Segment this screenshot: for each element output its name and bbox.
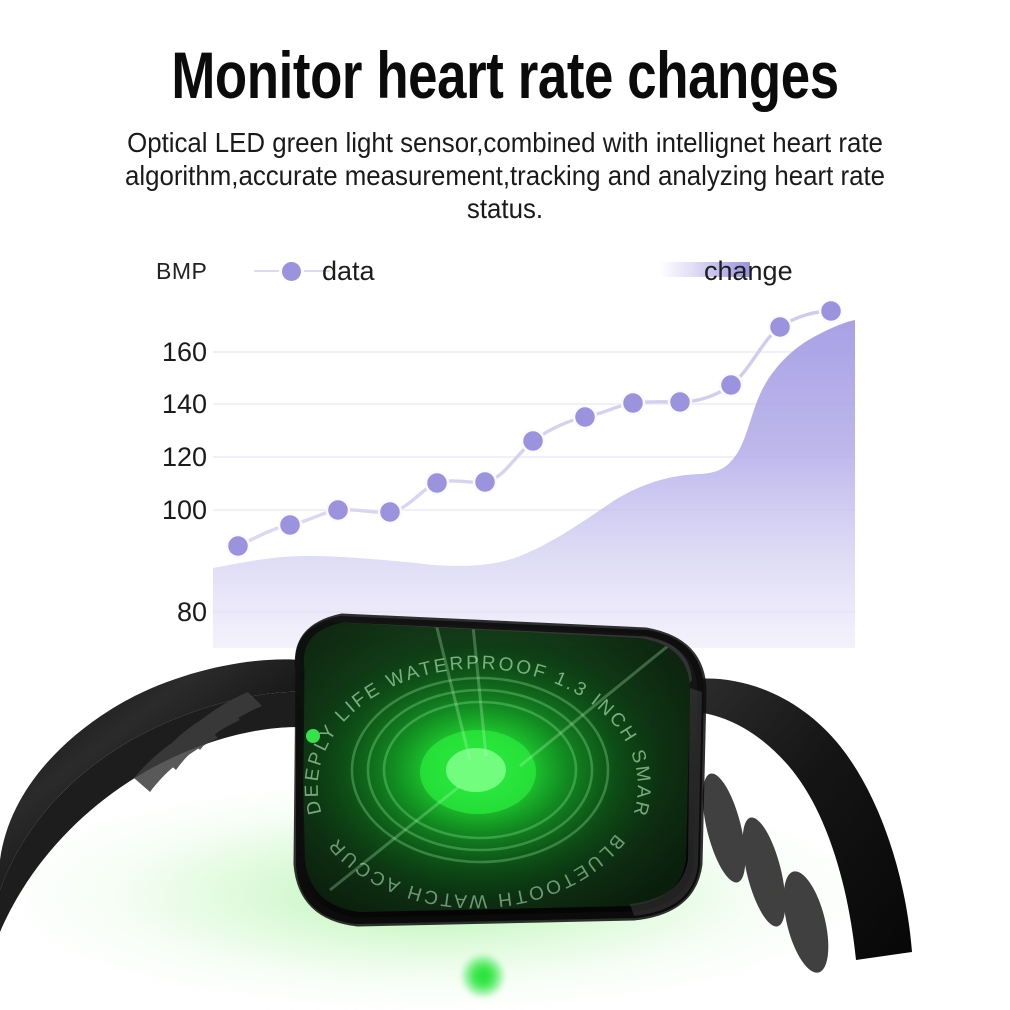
watch-case-rim — [293, 613, 707, 927]
y-tick-100: 100 — [161, 495, 207, 525]
page-title: Monitor heart rate changes — [171, 38, 839, 112]
watch-strap-right — [684, 678, 912, 960]
watch-illustration: DEEPLY LIFE WATERPROOF 1.3 INCH SMART BL… — [0, 560, 912, 973]
watch-strap-left-inner — [0, 691, 312, 932]
smart-watch-product-image: DEEPLY LIFE WATERPROOF 1.3 INCH SMART BL… — [0, 560, 1010, 1010]
sensor-indicator-dot — [306, 729, 320, 743]
change-area-series — [213, 320, 855, 648]
watch-back-plate — [299, 622, 690, 912]
legend-change-label: change — [704, 256, 793, 286]
watch-strap-right-ridges — [702, 773, 829, 973]
legend-data-label: data — [322, 256, 375, 286]
y-axis-unit-label: BMP — [156, 258, 208, 284]
green-led-reflection-dot — [462, 955, 504, 997]
watch-case-side-gloss — [630, 688, 702, 916]
page-subtitle: Optical LED green light sensor,combined … — [124, 127, 886, 224]
y-tick-160: 160 — [161, 337, 207, 367]
y-tick-140: 140 — [161, 389, 207, 419]
y-tick-80: 80 — [176, 597, 207, 627]
data-point-markers — [225, 298, 844, 559]
watch-strap-left-ridges — [134, 692, 262, 792]
watch-strap-left — [0, 659, 306, 890]
legend-data-marker-icon — [282, 262, 301, 281]
y-tick-120: 120 — [161, 442, 207, 472]
legend-change-swatch — [659, 262, 750, 277]
